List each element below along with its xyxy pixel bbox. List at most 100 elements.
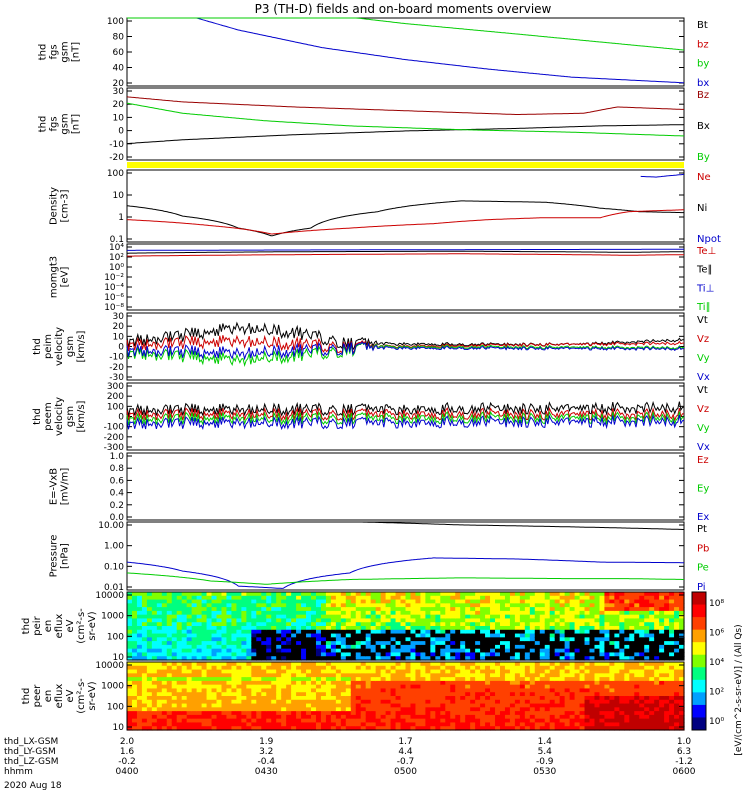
spectrogram-cell: [296, 711, 302, 716]
spectrogram-cell: [549, 599, 556, 604]
spectrogram-cell: [156, 622, 163, 627]
spectrogram-cell: [519, 618, 526, 623]
spectrogram-cell: [246, 707, 252, 712]
spectrogram-cell: [629, 714, 635, 720]
spectrogram-cell: [539, 610, 546, 616]
spectrogram-cell: [400, 607, 407, 612]
series-Te∥: [127, 250, 684, 254]
spectrogram-cell: [151, 618, 158, 623]
spectrogram-cell: [216, 607, 223, 612]
x-tick-label: -0.2: [118, 757, 136, 767]
spectrogram-cell: [639, 607, 645, 612]
spectrogram-cell: [236, 603, 242, 608]
spectrogram-cell: [325, 656, 332, 661]
spectrogram-cell: [405, 618, 412, 623]
spectrogram-cell: [539, 637, 546, 642]
spectrogram-cell: [405, 669, 412, 674]
spectrogram-cell: [360, 718, 367, 724]
spectrogram-cell: [589, 677, 596, 682]
spectrogram-cell: [296, 629, 302, 635]
spectrogram-cell: [286, 665, 292, 671]
spectrogram-cell: [281, 656, 287, 661]
spectrogram-cell: [629, 665, 635, 671]
spectrogram-cell: [495, 722, 501, 727]
spectrogram-cell: [485, 599, 491, 604]
spectrogram-cell: [385, 680, 392, 686]
spectrogram-cell: [256, 629, 262, 635]
spectrogram-cell: [226, 629, 233, 635]
spectrogram-cell: [375, 669, 382, 674]
spectrogram-cell: [365, 707, 372, 712]
spectrogram-cell: [146, 677, 153, 682]
spectrogram-cell: [226, 665, 233, 671]
spectrogram-cell: [345, 656, 352, 661]
spectrogram-cell: [524, 703, 531, 708]
spectrogram-cell: [256, 633, 262, 638]
spectrogram-cell: [504, 614, 511, 620]
spectrogram-cell: [211, 699, 218, 705]
spectrogram-cell: [410, 603, 417, 608]
spectrogram-cell: [350, 610, 357, 616]
spectrogram-cell: [440, 726, 446, 731]
spectrogram-cell: [181, 722, 188, 727]
spectrogram-cell: [335, 622, 342, 627]
spectrogram-cell: [311, 711, 317, 716]
spectrogram-cell: [664, 599, 670, 604]
spectrogram-cell: [266, 595, 272, 601]
spectrogram-cell: [599, 641, 606, 646]
spectrogram-cell: [380, 633, 387, 638]
spectrogram-cell: [196, 652, 203, 657]
spectrogram-cell: [246, 711, 252, 716]
spectrogram-cell: [524, 644, 531, 650]
spectrogram-cell: [191, 677, 198, 682]
spectrogram-cell: [201, 699, 208, 705]
spectrogram-cell: [519, 669, 526, 674]
spectrogram-cell: [519, 614, 526, 620]
y-tick-label: -20: [109, 153, 124, 163]
spectrogram-cell: [674, 637, 680, 642]
spectrogram-cell: [315, 656, 322, 661]
spectrogram-cell: [375, 637, 382, 642]
spectrogram-cell: [161, 618, 168, 623]
spectrogram-cell: [301, 641, 307, 646]
spectrogram-cell: [211, 592, 218, 597]
spectrogram-cell: [435, 629, 441, 635]
spectrogram-cell: [181, 626, 188, 631]
spectrogram-cell: [604, 648, 610, 654]
spectrogram-cell: [375, 662, 382, 667]
spectrogram-cell: [659, 662, 665, 667]
spectrogram-cell: [450, 688, 456, 693]
spectrogram-cell: [609, 714, 615, 720]
spectrogram-cell: [226, 641, 233, 646]
spectrogram-cell: [574, 622, 581, 627]
spectrogram-cell: [495, 622, 501, 627]
spectrogram-cell: [664, 614, 670, 620]
spectrogram-cell: [624, 665, 630, 671]
spectrogram-cell: [529, 644, 536, 650]
spectrogram-cell: [221, 629, 228, 635]
spectrogram-cell: [559, 614, 566, 620]
spectrogram-cell: [634, 665, 640, 671]
spectrogram-cell: [430, 714, 436, 720]
spectrogram-cell: [584, 622, 591, 627]
spectrogram-cell: [440, 618, 446, 623]
spectrogram-cell: [470, 603, 476, 608]
spectrogram-cell: [340, 662, 347, 667]
spectrogram-cell: [141, 711, 148, 716]
spectrogram-cell: [619, 718, 625, 724]
spectrogram-cell: [156, 699, 163, 705]
spectrogram-cell: [420, 633, 426, 638]
spectrogram-cell: [350, 684, 357, 690]
spectrogram-cell: [330, 614, 337, 620]
spectrogram-cell: [679, 673, 685, 678]
spectrogram-cell: [455, 718, 461, 724]
spectrogram-cell: [639, 599, 645, 604]
spectrogram-cell: [171, 688, 178, 693]
spectrogram-cell: [296, 696, 302, 701]
spectrogram-cell: [276, 656, 282, 661]
spectrogram-cell: [181, 607, 188, 612]
spectrogram-cell: [236, 626, 242, 631]
spectrogram-cell: [156, 726, 163, 731]
spectrogram-cell: [355, 595, 362, 601]
spectrogram-cell: [261, 665, 267, 671]
